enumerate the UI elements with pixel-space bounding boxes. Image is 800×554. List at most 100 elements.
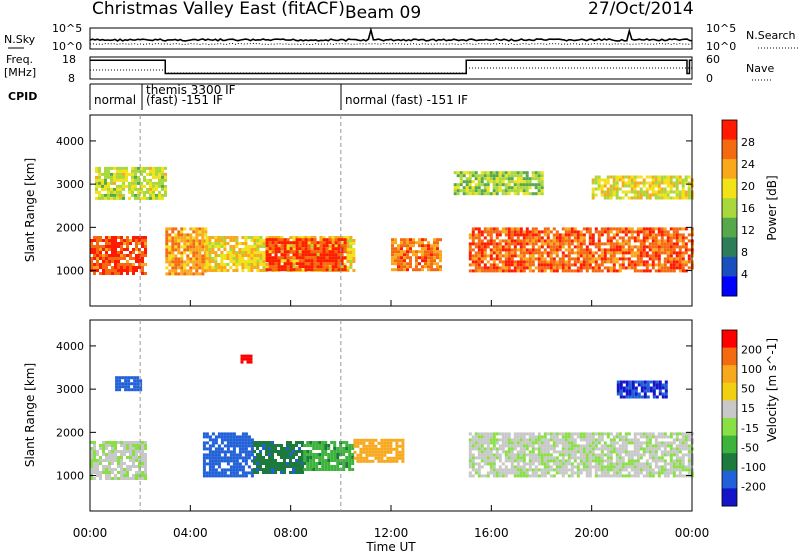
echo-cell — [292, 268, 296, 272]
echo-cell — [621, 254, 625, 258]
echo-cell — [615, 468, 619, 472]
echo-cell — [642, 450, 646, 454]
echo-cell — [165, 236, 169, 240]
echo-cell — [519, 177, 523, 181]
echo-cell — [600, 435, 604, 439]
echo-cell — [468, 254, 472, 258]
echo-cell — [504, 227, 508, 231]
echo-cell — [642, 230, 646, 234]
echo-cell — [140, 190, 143, 194]
echo-cell — [117, 260, 120, 263]
echo-cell — [651, 230, 655, 234]
echo-cell — [155, 166, 158, 170]
echo-cell — [283, 447, 286, 450]
echo-cell — [624, 248, 628, 252]
echo-cell — [495, 186, 499, 190]
echo-cell — [546, 438, 550, 442]
echo-cell — [208, 453, 212, 457]
echo-cell — [630, 196, 634, 200]
echo-cell — [570, 269, 574, 273]
echo-cell — [295, 450, 298, 453]
echo-cell — [597, 230, 601, 234]
echo-cell — [340, 262, 344, 266]
echo-cell — [283, 468, 286, 471]
echo-cell — [594, 269, 598, 273]
echo-cell — [492, 444, 496, 448]
echo-cell — [561, 468, 565, 472]
echo-cell — [220, 438, 224, 442]
echo-cell — [253, 441, 256, 444]
echo-cell — [138, 444, 141, 447]
echo-cell — [570, 450, 574, 454]
echo-cell — [114, 248, 117, 251]
echo-cell — [107, 181, 110, 185]
echo-cell — [498, 471, 502, 475]
echo-cell — [627, 230, 631, 234]
echo-cell — [483, 186, 487, 190]
echo-cell — [552, 266, 556, 270]
echo-cell — [144, 471, 147, 474]
echo-cell — [307, 253, 311, 257]
echo-cell — [585, 444, 589, 448]
echo-cell — [349, 248, 353, 251]
echo-cell — [651, 456, 655, 460]
echo-cell — [310, 262, 314, 266]
echo-cell — [262, 245, 266, 248]
echo-cell — [283, 268, 287, 272]
echo-cell — [247, 471, 251, 475]
echo-cell — [579, 269, 583, 273]
echo-cell — [540, 245, 544, 249]
echo-cell — [609, 269, 613, 273]
echo-cell — [205, 236, 209, 239]
echo-cell — [189, 248, 193, 252]
echo-cell — [421, 250, 424, 254]
echo-cell — [540, 263, 544, 267]
echo-cell — [654, 193, 658, 197]
echo-cell — [226, 468, 230, 472]
echo-cell — [652, 395, 656, 399]
echo-cell — [621, 239, 625, 243]
echo-cell — [675, 260, 679, 264]
echo-cell — [128, 172, 131, 176]
echo-cell — [675, 459, 679, 463]
echo-cell — [144, 245, 147, 248]
echo-cell — [639, 468, 643, 472]
echo-cell — [648, 450, 652, 454]
echo-cell — [301, 247, 305, 251]
echo-cell — [621, 190, 625, 194]
echo-cell — [319, 239, 323, 242]
echo-cell — [453, 186, 457, 190]
echo-cell — [143, 196, 146, 200]
echo-cell — [576, 468, 580, 472]
echo-cell — [486, 462, 490, 466]
freq-tick-high: 18 — [62, 53, 76, 66]
echo-cell — [268, 251, 272, 254]
echo-cell — [627, 181, 631, 185]
echo-cell — [621, 456, 625, 460]
echo-cell — [525, 263, 529, 267]
echo-cell — [555, 465, 559, 469]
echo-cell — [507, 260, 511, 264]
echo-cell — [588, 233, 592, 237]
echo-cell — [507, 189, 511, 193]
echo-cell — [433, 241, 436, 245]
echo-cell — [621, 441, 625, 445]
echo-cell — [141, 459, 144, 462]
echo-cell — [639, 441, 643, 445]
echo-cell — [555, 251, 559, 255]
echo-cell — [531, 251, 535, 255]
echo-cell — [164, 184, 167, 188]
echo-cell — [138, 254, 141, 257]
echo-cell — [573, 239, 577, 243]
echo-cell — [180, 257, 184, 261]
echo-cell — [471, 459, 475, 463]
echo-cell — [164, 193, 167, 197]
echo-cell — [135, 254, 138, 257]
echo-cell — [672, 175, 676, 179]
echo-cell — [468, 251, 472, 255]
echo-cell — [507, 453, 511, 457]
echo-cell — [331, 268, 335, 272]
echo-cell — [249, 360, 253, 364]
echo-cell — [120, 459, 123, 462]
echo-cell — [570, 263, 574, 267]
